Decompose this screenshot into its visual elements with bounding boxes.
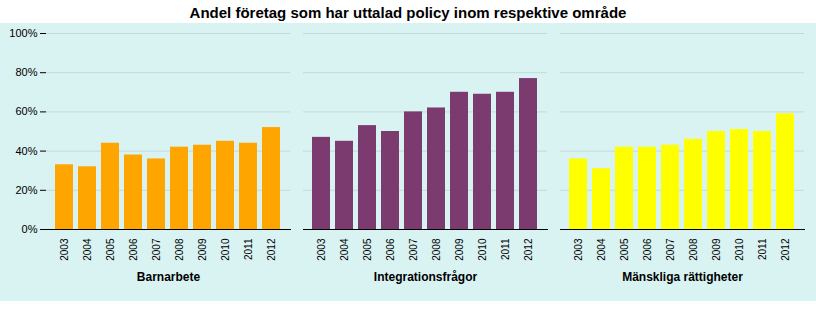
svg-text:2004: 2004 (596, 238, 607, 261)
svg-text:2006: 2006 (642, 238, 653, 261)
svg-text:2003: 2003 (316, 238, 327, 261)
html-text:Andel företag som har uttalad: Andel företag som har uttalad policy ino… (189, 4, 627, 21)
svg-text:2004: 2004 (339, 238, 350, 261)
svg-text:Integrationsfrågor: Integrationsfrågor (374, 270, 478, 284)
svg-text:60%: 60% (15, 105, 37, 117)
svg-text:2003: 2003 (59, 238, 70, 261)
svg-text:20%: 20% (15, 184, 37, 196)
svg-text:2007: 2007 (151, 238, 162, 261)
svg-text:2012: 2012 (523, 238, 534, 261)
svg-text:2010: 2010 (477, 238, 488, 261)
svg-text:2003: 2003 (573, 238, 584, 261)
svg-text:2006: 2006 (128, 238, 139, 261)
svg-text:2008: 2008 (431, 238, 442, 261)
svg-text:2009: 2009 (711, 238, 722, 261)
svg-text:2012: 2012 (266, 238, 277, 261)
svg-text:Barnarbete: Barnarbete (137, 270, 201, 284)
svg-text:2010: 2010 (220, 238, 231, 261)
svg-text:2011: 2011 (243, 238, 254, 260)
svg-text:2012: 2012 (780, 238, 791, 261)
svg-text:0%: 0% (22, 223, 38, 235)
svg-text:2005: 2005 (105, 238, 116, 261)
svg-text:2005: 2005 (619, 238, 630, 261)
svg-text:2008: 2008 (174, 238, 185, 261)
svg-text:2007: 2007 (408, 238, 419, 261)
svg-text:2008: 2008 (688, 238, 699, 261)
svg-text:Mänskliga rättigheter: Mänskliga rättigheter (622, 270, 743, 284)
svg-text:2011: 2011 (757, 238, 768, 260)
svg-text:2004: 2004 (82, 238, 93, 261)
svg-text:2009: 2009 (454, 238, 465, 261)
svg-text:80%: 80% (15, 66, 37, 78)
svg-text:100%: 100% (9, 27, 37, 39)
svg-text:2011: 2011 (500, 238, 511, 260)
svg-text:2006: 2006 (385, 238, 396, 261)
svg-text:2009: 2009 (197, 238, 208, 261)
svg-text:40%: 40% (15, 145, 37, 157)
svg-text:2007: 2007 (665, 238, 676, 261)
svg-text:2005: 2005 (362, 238, 373, 261)
svg-text:2010: 2010 (734, 238, 745, 261)
